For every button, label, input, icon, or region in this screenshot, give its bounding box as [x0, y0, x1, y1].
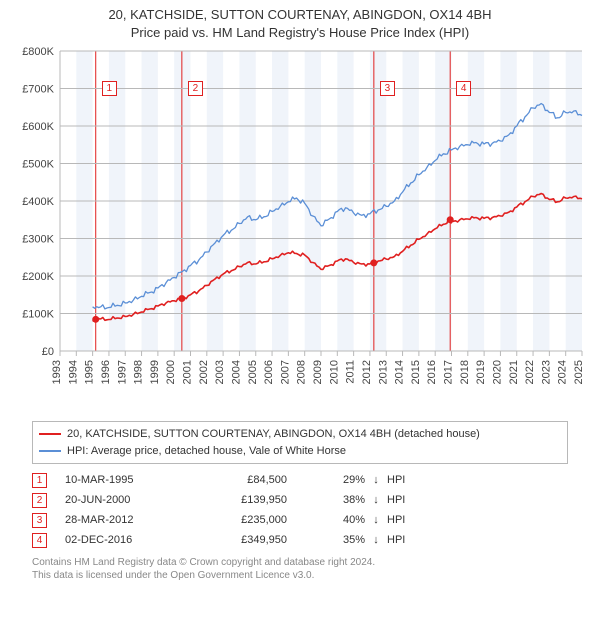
svg-text:2012: 2012: [361, 360, 373, 384]
svg-text:1994: 1994: [67, 360, 79, 384]
svg-text:£0: £0: [42, 346, 54, 358]
down-arrow-icon: ↓: [369, 494, 383, 506]
svg-text:2007: 2007: [279, 360, 291, 384]
legend-label-red: 20, KATCHSIDE, SUTTON COURTENAY, ABINGDO…: [67, 426, 480, 443]
svg-text:2003: 2003: [214, 360, 226, 384]
sale-pct: 38%: [319, 494, 365, 506]
svg-text:2000: 2000: [165, 360, 177, 384]
down-arrow-icon: ↓: [369, 474, 383, 486]
sale-marker-icon: 3: [32, 513, 47, 528]
footer: Contains HM Land Registry data © Crown c…: [32, 556, 568, 582]
svg-text:2017: 2017: [443, 360, 455, 384]
sale-pct: 40%: [319, 514, 365, 526]
legend-swatch-red: [39, 433, 61, 435]
down-arrow-icon: ↓: [369, 534, 383, 546]
svg-text:1993: 1993: [51, 360, 63, 384]
svg-text:2019: 2019: [475, 360, 487, 384]
sale-price: £84,500: [207, 474, 315, 486]
sale-row: 1 10-MAR-1995 £84,500 29% ↓ HPI: [32, 470, 568, 490]
svg-text:2024: 2024: [557, 360, 569, 384]
sale-hpi-label: HPI: [387, 514, 427, 526]
svg-text:2025: 2025: [573, 360, 585, 384]
footer-line2: This data is licensed under the Open Gov…: [32, 569, 568, 582]
chart-svg: £0 £100K £200K £300K £400K £500K £600K £700K £80…: [10, 45, 590, 415]
svg-text:£200K: £200K: [22, 271, 54, 283]
svg-text:£300K: £300K: [22, 234, 54, 246]
svg-text:1995: 1995: [84, 360, 96, 384]
legend-swatch-blue: [39, 450, 61, 452]
sale-price: £235,000: [207, 514, 315, 526]
svg-text:2023: 2023: [540, 360, 552, 384]
sale-row: 2 20-JUN-2000 £139,950 38% ↓ HPI: [32, 490, 568, 510]
sale-hpi-label: HPI: [387, 534, 427, 546]
svg-text:2001: 2001: [182, 360, 194, 384]
legend: 20, KATCHSIDE, SUTTON COURTENAY, ABINGDO…: [32, 421, 568, 464]
title-subtitle: Price paid vs. HM Land Registry's House …: [10, 24, 590, 42]
legend-item-blue: HPI: Average price, detached house, Vale…: [39, 443, 561, 460]
sale-hpi-label: HPI: [387, 474, 427, 486]
sale-row: 3 28-MAR-2012 £235,000 40% ↓ HPI: [32, 510, 568, 530]
svg-text:2011: 2011: [345, 360, 357, 384]
chart-marker-3: 3: [380, 81, 395, 96]
figure-container: 20, KATCHSIDE, SUTTON COURTENAY, ABINGDO…: [0, 0, 600, 586]
sale-price: £349,950: [207, 534, 315, 546]
sale-marker-icon: 1: [32, 473, 47, 488]
svg-text:£500K: £500K: [22, 159, 54, 171]
svg-text:2013: 2013: [377, 360, 389, 384]
svg-text:£600K: £600K: [22, 121, 54, 133]
chart-area: £0 £100K £200K £300K £400K £500K £600K £700K £80…: [10, 45, 590, 415]
svg-text:£400K: £400K: [22, 196, 54, 208]
chart-marker-2: 2: [188, 81, 203, 96]
legend-label-blue: HPI: Average price, detached house, Vale…: [67, 443, 346, 460]
svg-text:2006: 2006: [263, 360, 275, 384]
sale-date: 28-MAR-2012: [65, 514, 203, 526]
svg-text:2005: 2005: [247, 360, 259, 384]
svg-text:2014: 2014: [394, 360, 406, 384]
sale-marker-icon: 4: [32, 533, 47, 548]
svg-text:2020: 2020: [491, 360, 503, 384]
svg-text:2002: 2002: [198, 360, 210, 384]
sale-marker-icon: 2: [32, 493, 47, 508]
svg-text:2004: 2004: [230, 360, 242, 384]
sale-pct: 29%: [319, 474, 365, 486]
down-arrow-icon: ↓: [369, 514, 383, 526]
svg-text:£100K: £100K: [22, 309, 54, 321]
chart-marker-1: 1: [102, 81, 117, 96]
svg-text:2018: 2018: [459, 360, 471, 384]
sale-date: 20-JUN-2000: [65, 494, 203, 506]
svg-text:2009: 2009: [312, 360, 324, 384]
legend-item-red: 20, KATCHSIDE, SUTTON COURTENAY, ABINGDO…: [39, 426, 561, 443]
title-block: 20, KATCHSIDE, SUTTON COURTENAY, ABINGDO…: [10, 6, 590, 41]
sale-date: 02-DEC-2016: [65, 534, 203, 546]
svg-text:2015: 2015: [410, 360, 422, 384]
chart-marker-4: 4: [456, 81, 471, 96]
svg-text:1998: 1998: [133, 360, 145, 384]
svg-text:2016: 2016: [426, 360, 438, 384]
svg-text:2008: 2008: [296, 360, 308, 384]
sale-date: 10-MAR-1995: [65, 474, 203, 486]
svg-text:2021: 2021: [508, 360, 520, 384]
sale-hpi-label: HPI: [387, 494, 427, 506]
svg-text:2022: 2022: [524, 360, 536, 384]
sale-price: £139,950: [207, 494, 315, 506]
svg-text:£700K: £700K: [22, 84, 54, 96]
svg-text:1999: 1999: [149, 360, 161, 384]
sales-table: 1 10-MAR-1995 £84,500 29% ↓ HPI 2 20-JUN-2000 £1…: [32, 470, 568, 550]
footer-line1: Contains HM Land Registry data © Crown c…: [32, 556, 568, 569]
svg-text:1996: 1996: [100, 360, 112, 384]
title-address: 20, KATCHSIDE, SUTTON COURTENAY, ABINGDO…: [10, 6, 590, 24]
svg-text:1997: 1997: [116, 360, 128, 384]
svg-text:£800K: £800K: [22, 46, 54, 58]
sale-pct: 35%: [319, 534, 365, 546]
sale-row: 4 02-DEC-2016 £349,950 35% ↓ HPI: [32, 530, 568, 550]
svg-text:2010: 2010: [328, 360, 340, 384]
